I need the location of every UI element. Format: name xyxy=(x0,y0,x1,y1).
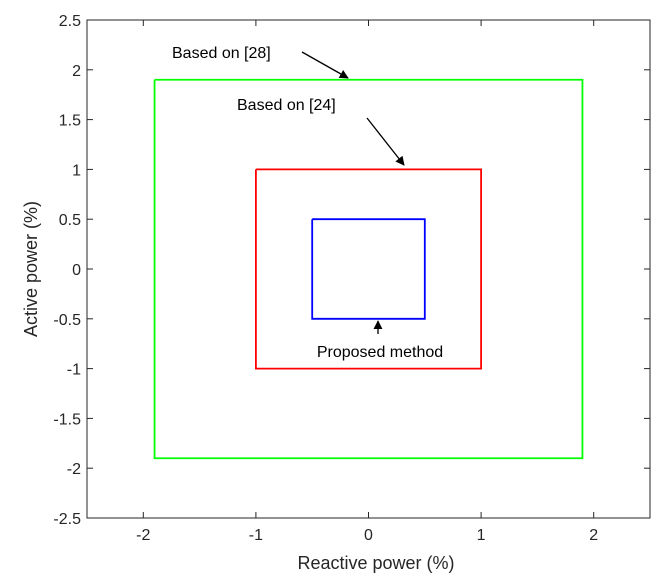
y-tick-label: -1 xyxy=(67,362,81,379)
annotation-label: Based on [28] xyxy=(172,45,271,62)
y-tick-label: 1 xyxy=(72,162,81,179)
y-tick-label: 1.5 xyxy=(59,113,81,130)
annotation-label: Proposed method xyxy=(317,344,443,361)
y-tick-label: -0.5 xyxy=(53,312,81,329)
series-line-2 xyxy=(311,218,426,320)
annotation-layer: Based on [28] Based on [24] Proposed metho… xyxy=(172,45,443,361)
series-line-0 xyxy=(153,78,584,460)
x-tick-label: -1 xyxy=(249,527,263,544)
x-axis-label: Reactive power (%) xyxy=(297,553,454,573)
annotation-arrow xyxy=(366,117,405,166)
x-tick-label: 0 xyxy=(364,527,373,544)
y-tick-label: 2.5 xyxy=(59,13,81,30)
y-tick-label: 0.5 xyxy=(59,212,81,229)
y-tick-label: 0 xyxy=(72,262,81,279)
x-tick-label: 1 xyxy=(477,527,486,544)
y-tick-label: -1.5 xyxy=(53,411,81,428)
annotation-label: Based on [24] xyxy=(237,97,336,114)
annotation-arrow xyxy=(301,51,349,79)
series-layer xyxy=(153,78,584,460)
series-line-1 xyxy=(254,168,483,370)
y-axis-label: Active power (%) xyxy=(21,201,41,337)
y-tick-label: -2.5 xyxy=(53,511,81,528)
y-axis: 2.5 2 1.5 1 0.5 0 -0.5 -1 -1.5 -2 -2.5 xyxy=(53,13,650,528)
y-tick-label: 2 xyxy=(72,63,81,80)
x-axis: -2 -1 0 1 2 xyxy=(136,20,598,544)
x-tick-label: 2 xyxy=(589,527,598,544)
y-tick-label: -2 xyxy=(67,461,81,478)
plot-area xyxy=(86,19,651,519)
x-tick-label: -2 xyxy=(136,527,150,544)
